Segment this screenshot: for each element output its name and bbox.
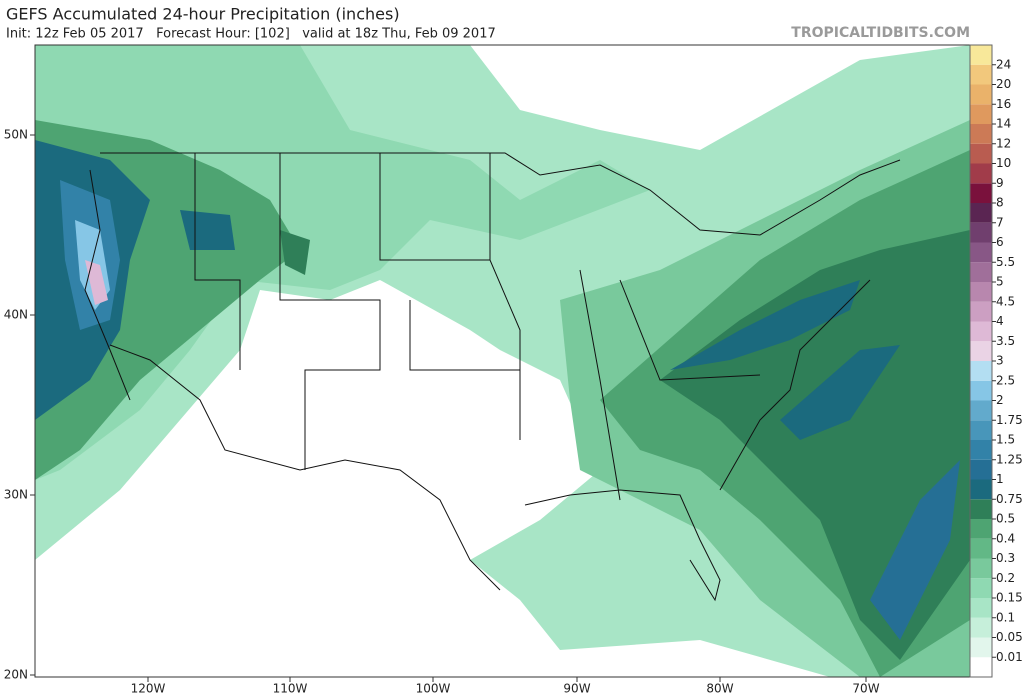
colorbar-cell bbox=[970, 499, 992, 519]
colorbar-cell bbox=[970, 242, 992, 263]
colorbar-label: 1.5 bbox=[996, 433, 1015, 447]
colorbar-label: 0.4 bbox=[996, 531, 1015, 545]
colorbar-label: 16 bbox=[996, 97, 1011, 111]
lon-label: 120W bbox=[131, 682, 166, 696]
colorbar-label: 1 bbox=[996, 472, 1004, 486]
colorbar-label: 0.3 bbox=[996, 551, 1015, 565]
colorbar-label: 4 bbox=[996, 314, 1004, 328]
colorbar-label: 3.5 bbox=[996, 334, 1015, 348]
lon-label: 70W bbox=[852, 682, 879, 696]
colorbar-cell bbox=[970, 321, 992, 342]
colorbar-label: 2 bbox=[996, 393, 1004, 407]
colorbar-label: 14 bbox=[996, 117, 1011, 131]
colorbar-label: 20 bbox=[996, 77, 1011, 91]
colorbar-cell bbox=[970, 84, 992, 105]
colorbar-cell bbox=[970, 380, 992, 401]
colorbar-cell bbox=[970, 361, 992, 381]
colorbar-cell bbox=[970, 282, 992, 302]
colorbar-cell bbox=[970, 203, 992, 223]
watermark: TROPICALTIDBITS.COM bbox=[791, 25, 970, 41]
colorbar-cell bbox=[970, 45, 992, 65]
lat-label: 40N bbox=[4, 308, 28, 322]
colorbar-cell bbox=[970, 617, 992, 638]
colorbar-cell bbox=[970, 440, 992, 460]
title: GEFS Accumulated 24-hour Precipitation (… bbox=[6, 5, 400, 24]
colorbar-cell bbox=[970, 222, 992, 243]
colorbar-cell bbox=[970, 459, 992, 480]
colorbar-label: 5 bbox=[996, 275, 1004, 289]
colorbar-label: 0.2 bbox=[996, 571, 1015, 585]
colorbar-cell bbox=[970, 657, 992, 677]
colorbar-label: 4.5 bbox=[996, 294, 1015, 308]
colorbar-cell bbox=[970, 538, 992, 559]
colorbar-cell bbox=[970, 637, 992, 658]
colorbar-cell bbox=[970, 183, 992, 203]
colorbar-label: 7 bbox=[996, 215, 1004, 229]
colorbar-cell bbox=[970, 104, 992, 124]
colorbar-cell bbox=[970, 420, 992, 440]
lat-label: 20N bbox=[4, 668, 28, 682]
colorbar-label: 0.15 bbox=[996, 591, 1023, 605]
colorbar-cell bbox=[970, 143, 992, 164]
colorbar-cell bbox=[970, 519, 992, 539]
lat-label: 50N bbox=[4, 128, 28, 142]
colorbar-cell bbox=[970, 341, 992, 361]
colorbar-label: 5.5 bbox=[996, 255, 1015, 269]
colorbar-cell bbox=[970, 479, 992, 500]
lon-label: 90W bbox=[563, 682, 590, 696]
colorbar-label: 3 bbox=[996, 354, 1004, 368]
lat-label: 30N bbox=[4, 488, 28, 502]
colorbar-label: 12 bbox=[996, 136, 1011, 150]
colorbar-label: 9 bbox=[996, 176, 1004, 190]
map bbox=[34, 44, 971, 678]
colorbar-cell bbox=[970, 578, 992, 598]
lon-label: 80W bbox=[706, 682, 733, 696]
colorbar-cell bbox=[970, 163, 992, 184]
colorbar-cell bbox=[970, 400, 992, 421]
colorbar-cell bbox=[970, 262, 992, 282]
subtitle: Init: 12z Feb 05 2017 Forecast Hour: [10… bbox=[6, 27, 496, 42]
colorbar-label: 1.75 bbox=[996, 413, 1023, 427]
colorbar-cell bbox=[970, 558, 992, 579]
colorbar-cell bbox=[970, 64, 992, 85]
colorbar-label: 2.5 bbox=[996, 373, 1015, 387]
colorbar-label: 24 bbox=[996, 57, 1011, 71]
colorbar-label: 0.5 bbox=[996, 512, 1015, 526]
colorbar-label: 0.1 bbox=[996, 610, 1015, 624]
colorbar-label: 0.75 bbox=[996, 492, 1023, 506]
colorbar-cell bbox=[970, 598, 992, 618]
colorbar-label: 8 bbox=[996, 196, 1004, 210]
colorbar-label: 0.01 bbox=[996, 650, 1023, 664]
lon-label: 100W bbox=[416, 682, 451, 696]
lon-label: 110W bbox=[273, 682, 308, 696]
colorbar-label: 0.05 bbox=[996, 630, 1023, 644]
colorbar-label: 6 bbox=[996, 235, 1004, 249]
colorbar-cell bbox=[970, 124, 992, 144]
colorbar-label: 1.25 bbox=[996, 452, 1023, 466]
colorbar-label: 10 bbox=[996, 156, 1011, 170]
colorbar-cell bbox=[970, 301, 992, 322]
